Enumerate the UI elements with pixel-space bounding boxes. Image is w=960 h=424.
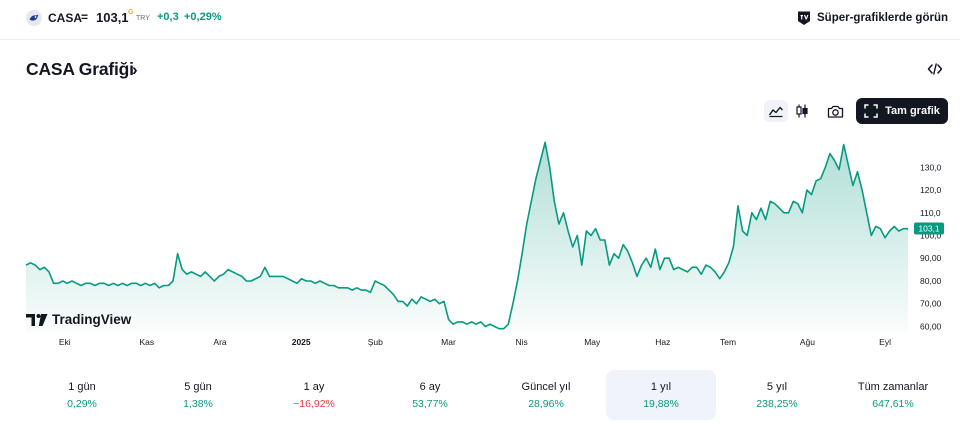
period-label: 6 ay — [419, 381, 441, 393]
ticker-price: 103,1 — [96, 10, 129, 25]
period-label: 1 ay — [303, 381, 325, 393]
period-performance-row: 1 gün 0,29% 5 gün 1,38% 1 ay −16,92% 6 ay 53,77… — [0, 370, 960, 420]
y-axis-tick-label: 130,0 — [920, 162, 942, 172]
x-axis-tick-label: Kas — [140, 337, 155, 347]
ticker-currency: TRY — [136, 15, 150, 22]
price-flag: G — [128, 9, 134, 16]
tradingview-brand: TradingView — [52, 312, 132, 327]
period-label: 5 yıl — [766, 381, 788, 393]
y-axis-tick-label: 90,00 — [920, 253, 942, 263]
code-brackets-icon — [927, 63, 943, 75]
y-axis-tick-label: 80,00 — [920, 276, 942, 286]
period-label: 1 gün — [68, 381, 96, 393]
x-axis-tick-label: Tem — [720, 337, 736, 347]
area-chart-icon — [768, 106, 783, 118]
price-chart[interactable]: 60,00 70,00 80,00 90,00 100,0 110,0 120,0 130,0… — [0, 130, 960, 352]
x-axis-tick-label: Eki — [59, 337, 71, 347]
x-axis-tick-label: Haz — [655, 337, 670, 347]
x-axis-tick-label: 2025 — [292, 337, 311, 347]
ticker-change: +0,3 — [157, 11, 179, 23]
super-charts-link[interactable]: Süper-grafiklerde görün — [796, 10, 948, 26]
x-axis-tick-label: Mar — [441, 337, 456, 347]
candlestick-icon — [796, 104, 808, 118]
period-change-value: 28,96% — [528, 398, 564, 410]
period-change-value: 0,29% — [67, 398, 97, 410]
ticker-change-percent: +0,29% — [184, 11, 222, 23]
full-chart-button[interactable]: Tam grafik — [856, 98, 948, 124]
supercharts-badge-icon — [798, 11, 810, 25]
period-label: 5 gün — [184, 381, 212, 393]
period-change-value: 19,88% — [643, 398, 679, 410]
period-tab[interactable]: 5 gün 1,38% — [143, 370, 253, 420]
ticker-symbol[interactable]: CASA — [48, 11, 83, 25]
y-axis-tick-label: 60,00 — [920, 321, 942, 331]
period-change-value: 53,77% — [412, 398, 448, 410]
period-tab[interactable]: 1 ay −16,92% — [259, 370, 369, 420]
x-axis-tick-label: Nis — [516, 337, 528, 347]
tradingview-logo-icon — [26, 313, 48, 326]
period-label: Güncel yıl — [521, 381, 571, 393]
price-line — [25, 141, 908, 330]
fullscreen-icon — [864, 104, 878, 118]
snapshot-button[interactable] — [823, 100, 847, 122]
last-price-label: 103,1 — [918, 223, 940, 233]
period-tab[interactable]: Güncel yıl 28,96% — [491, 370, 601, 420]
y-axis-tick-label: 110,0 — [920, 208, 941, 218]
chevron-right-icon[interactable]: › — [132, 60, 138, 79]
x-axis-tick-label: Ara — [213, 337, 227, 347]
camera-icon — [827, 105, 843, 118]
period-tab[interactable]: 1 gün 0,29% — [27, 370, 137, 420]
period-label: 1 yıl — [650, 381, 672, 393]
last-price-tag — [914, 222, 944, 235]
period-tab[interactable]: Tüm zamanlar 647,61% — [838, 370, 948, 420]
x-axis-tick-label: Ağu — [800, 337, 815, 347]
full-chart-label: Tam grafik — [885, 105, 940, 117]
price-area — [26, 142, 908, 333]
x-axis-tick-label: Eyl — [879, 337, 891, 347]
period-change-value: 238,25% — [756, 398, 798, 410]
y-axis-tick-label: 100,0 — [920, 231, 942, 241]
y-axis-tick-label: 120,0 — [920, 185, 942, 195]
period-tab[interactable]: 6 ay 53,77% — [375, 370, 485, 420]
x-axis-tick-label: May — [584, 337, 601, 347]
x-axis-tick-label: Şub — [368, 337, 383, 347]
tradingview-watermark: TradingView — [26, 312, 131, 327]
chart-title[interactable]: CASA Grafiği — [26, 59, 134, 79]
area-chart-button[interactable] — [764, 100, 788, 122]
candlestick-button[interactable] — [790, 100, 814, 122]
period-change-value: 647,61% — [872, 398, 914, 410]
super-charts-label: Süper-grafiklerde görün — [817, 12, 948, 24]
y-axis-tick-label: 70,00 — [920, 299, 942, 309]
top-bar: CASA = 103,1 G TRY +0,3 +0,29% Süper-gra… — [0, 0, 960, 40]
embed-code-button[interactable] — [924, 60, 946, 78]
period-tab[interactable]: 1 yıl 19,88% — [606, 370, 716, 420]
period-change-value: 1,38% — [183, 398, 213, 410]
period-tab[interactable]: 5 yıl 238,25% — [722, 370, 832, 420]
casa-logo-icon — [26, 10, 42, 26]
period-label: Tüm zamanlar — [857, 381, 929, 393]
ticker-separator: = — [81, 10, 89, 24]
period-change-value: −16,92% — [293, 398, 335, 410]
